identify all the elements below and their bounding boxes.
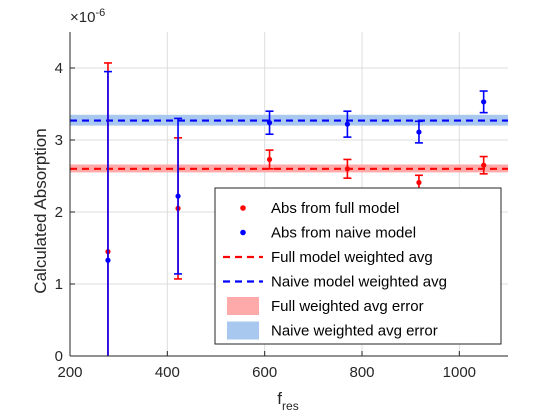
x-axis-title-base: f	[277, 389, 282, 408]
y-tick-label: 3	[55, 132, 63, 149]
error-point	[479, 90, 488, 114]
y-exponent-label: ×10-6	[70, 7, 105, 26]
error-point	[265, 110, 274, 136]
y-tick-label: 1	[55, 276, 63, 293]
data-point	[416, 129, 422, 135]
legend-entry: Full model weighted avg	[223, 249, 433, 266]
legend-label: Abs from full model	[271, 200, 399, 217]
error-point	[343, 110, 352, 138]
data-point	[266, 156, 273, 163]
legend-label: Full weighted avg error	[271, 298, 424, 315]
data-point	[266, 120, 273, 126]
y-exponent-base: ×10	[70, 9, 95, 26]
error-point	[343, 158, 352, 179]
legend-entry: Abs from naive model	[240, 225, 416, 242]
legend-entry: Abs from full model	[240, 200, 399, 217]
data-point	[481, 99, 487, 105]
legend: Abs from full model Abs from naive model F…	[214, 187, 502, 345]
y-tick-label: 2	[55, 204, 63, 221]
legend-label: Naive model weighted avg	[271, 274, 447, 291]
error-point	[174, 117, 183, 275]
legend-marker-patch	[227, 321, 259, 340]
x-tick-label: 400	[155, 364, 180, 381]
data-point	[416, 179, 422, 186]
legend-box	[214, 187, 502, 345]
x-tick-label: 800	[349, 364, 374, 381]
y-exponent-power: -6	[95, 7, 105, 19]
data-points	[103, 62, 488, 356]
error-point	[479, 155, 488, 175]
legend-entry: Naive model weighted avg	[223, 274, 447, 291]
legend-label: Abs from naive model	[271, 225, 416, 242]
data-point	[344, 121, 350, 127]
error-point	[414, 120, 423, 144]
y-tick-label: 0	[55, 348, 63, 365]
legend-entry: Naive weighted avg error	[227, 321, 438, 340]
legend-label: Naive weighted avg error	[271, 323, 438, 340]
data-point	[344, 166, 350, 172]
x-axis-title-subscript: res	[282, 399, 299, 413]
error-point	[265, 149, 274, 170]
x-axis-title: fres	[277, 389, 298, 413]
data-point	[175, 193, 181, 199]
data-point	[105, 257, 111, 263]
legend-marker-patch	[227, 297, 259, 315]
data-point	[481, 162, 487, 168]
axes: 200 400 600 800 1000 0 1 2 3 4	[55, 32, 508, 381]
x-tick-label: 200	[57, 364, 82, 381]
error-point	[103, 70, 112, 356]
legend-entry: Full weighted avg error	[227, 297, 424, 315]
y-axis-title: Calculated Absorption	[31, 128, 50, 293]
weighted-average-lines	[70, 119, 508, 170]
legend-marker-dot	[240, 229, 246, 236]
y-tick-label: 4	[55, 60, 63, 77]
legend-marker-dot	[240, 205, 246, 211]
weighted-error-bands	[70, 114, 508, 173]
x-tick-label: 1000	[443, 364, 476, 381]
legend-label: Full model weighted avg	[271, 249, 433, 266]
x-tick-label: 600	[252, 364, 277, 381]
